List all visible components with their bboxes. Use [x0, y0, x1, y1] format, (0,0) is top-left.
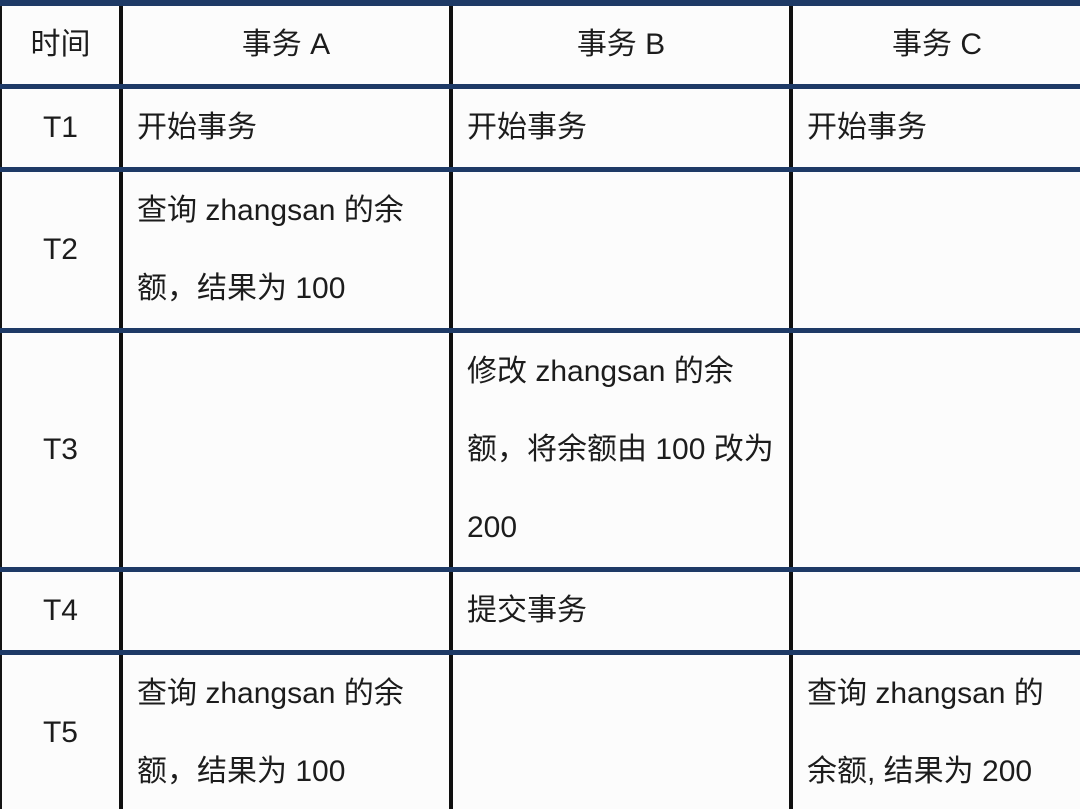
cell-t5-transaction-b [451, 652, 793, 809]
cell-t3-transaction-b: 修改 zhangsan 的余额，将余额由 100 改为 200 [451, 330, 793, 570]
cell-t2-transaction-c [791, 170, 1080, 331]
table-row-t4: T4 提交事务 [1, 569, 1080, 653]
cell-t5-transaction-c: 查询 zhangsan 的余额, 结果为 200 [807, 677, 1044, 788]
cell-t5-time: T5 [1, 652, 123, 809]
cell-t2-transaction-a: 查询 zhangsan 的余额，结果为 100 [121, 169, 453, 331]
cell-t4-transaction-b: 提交事务 [451, 569, 793, 653]
cell-t1-transaction-c: 开始事务 [807, 111, 927, 144]
cell-t1-time: T1 [1, 86, 123, 170]
cell-t1-transaction-a: 开始事务 [121, 86, 453, 170]
header-time: 时间 [1, 3, 123, 87]
header-transaction-b: 事务 B [451, 3, 793, 87]
header-row: 时间 事务 A 事务 B 事务 C [1, 3, 1080, 87]
cell-t4-time: T4 [1, 569, 123, 653]
cell-t3-time: T3 [1, 330, 123, 570]
cell-t1-transaction-b: 开始事务 [451, 86, 793, 170]
cell-t5-transaction-a: 查询 zhangsan 的余额，结果为 100 [121, 652, 453, 809]
table-row-t1: T1 开始事务 开始事务 开始事务 [1, 86, 1080, 170]
header-transaction-a: 事务 A [121, 3, 453, 87]
header-transaction-c: 事务 C [892, 28, 982, 61]
cell-t3-transaction-c [791, 331, 1080, 570]
table-row-t3: T3 修改 zhangsan 的余额，将余额由 100 改为 200 [1, 330, 1080, 570]
cell-t4-transaction-c [791, 570, 1080, 653]
table-row-t2: T2 查询 zhangsan 的余额，结果为 100 [1, 169, 1080, 331]
table-row-t5: T5 查询 zhangsan 的余额，结果为 100 查询 zhangsan 的… [1, 652, 1080, 809]
cell-t3-transaction-a [121, 330, 453, 570]
cell-t4-transaction-a [121, 569, 453, 653]
cell-t2-time: T2 [1, 169, 123, 331]
cell-t2-transaction-b [451, 169, 793, 331]
